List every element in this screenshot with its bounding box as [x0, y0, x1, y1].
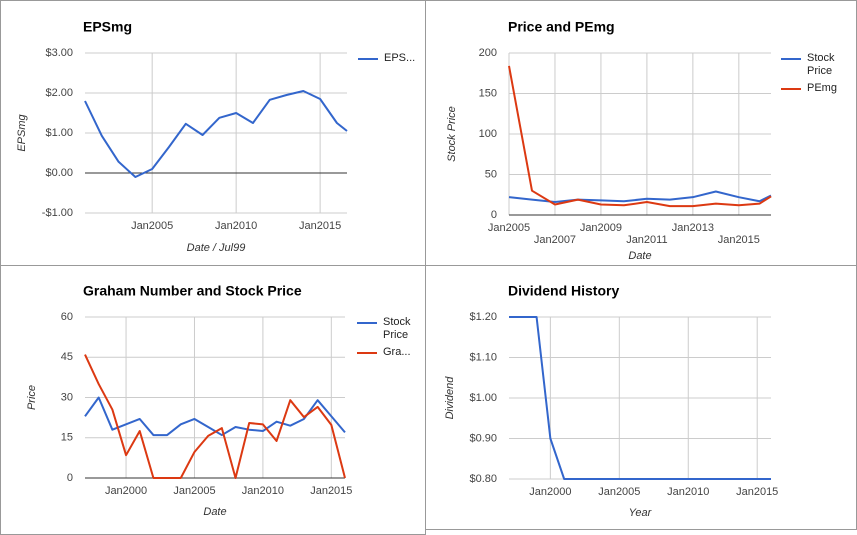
y-tick-label: $1.10 — [469, 351, 497, 363]
y-axis-label: Stock Price — [446, 106, 458, 162]
legend-label: Stock Price — [383, 316, 411, 341]
y-tick-label: $0.00 — [45, 167, 73, 179]
chart-panel: Price and PEmg 0 50 100 150 200 Jan2005 Jan2007… — [425, 0, 857, 266]
x-tick-label: Jan2015 — [718, 234, 760, 246]
x-axis-label: Year — [629, 507, 653, 519]
x-tick-label: Jan2009 — [580, 222, 622, 234]
series-line — [84, 354, 346, 479]
x-tick-label: Jan2005 — [131, 220, 173, 232]
x-tick-label: Jan2010 — [215, 220, 257, 232]
y-tick-label: $2.00 — [45, 87, 73, 99]
x-tick-label: Jan2011 — [626, 234, 667, 246]
series-line — [84, 90, 348, 178]
legend-swatch — [358, 58, 378, 60]
legend-label: EPS... — [384, 52, 416, 64]
chart-title: EPSmg — [83, 19, 132, 35]
x-tick-label: Jan2005 — [173, 485, 215, 497]
y-tick-label: 0 — [67, 472, 73, 484]
series-line — [508, 190, 772, 204]
x-tick-label: Jan2010 — [667, 486, 709, 498]
chart-panel: Graham Number and Stock Price 0 15 30 45 60 Ja… — [0, 265, 426, 535]
chart-title: Graham Number and Stock Price — [83, 283, 302, 299]
legend: Stock Price Gra... — [357, 316, 431, 363]
legend-item: PEmg — [781, 82, 855, 95]
x-axis-label: Date — [203, 506, 226, 518]
x-tick-label: Jan2000 — [105, 485, 147, 497]
x-tick-label: Jan2015 — [736, 486, 778, 498]
x-tick-label: Jan2010 — [242, 485, 284, 497]
legend-swatch — [357, 352, 377, 354]
legend-label: Gra... — [383, 346, 411, 358]
y-tick-label: -$1.00 — [42, 207, 73, 219]
y-tick-label: $1.20 — [469, 311, 497, 323]
legend-item: Stock Price — [357, 316, 431, 342]
legend-swatch — [781, 88, 801, 90]
x-tick-label: Jan2015 — [299, 220, 341, 232]
y-axis-label: EPSmg — [16, 113, 28, 151]
y-tick-label: 30 — [61, 391, 73, 403]
x-tick-label: Jan2005 — [488, 222, 530, 234]
y-axis-label: Dividend — [444, 376, 456, 420]
y-tick-label: 0 — [491, 209, 497, 221]
chart-title: Dividend History — [508, 283, 619, 299]
x-tick-label: Jan2013 — [672, 222, 714, 234]
y-tick-label: $1.00 — [45, 127, 73, 139]
chart-panel: Dividend History $0.80 $0.90 $1.00 $1.10 $1.2… — [425, 265, 857, 530]
legend-swatch — [357, 322, 377, 324]
y-tick-label: 200 — [479, 47, 497, 59]
x-axis-label: Date — [628, 250, 651, 262]
y-tick-label: $0.90 — [469, 432, 497, 444]
x-axis-label: Date / Jul99 — [187, 242, 246, 254]
legend-label: PEmg — [807, 82, 837, 94]
y-axis-label: Price — [26, 385, 38, 410]
x-tick-label: Jan2005 — [598, 486, 640, 498]
y-tick-label: 50 — [485, 168, 497, 180]
legend-item: EPS... — [358, 52, 432, 65]
x-tick-label: Jan2015 — [310, 485, 352, 497]
x-tick-label: Jan2000 — [529, 486, 571, 498]
legend: Stock Price PEmg — [781, 52, 855, 99]
legend-item: Gra... — [357, 346, 431, 359]
legend-swatch — [781, 58, 801, 60]
series-line — [509, 316, 771, 480]
y-tick-label: 60 — [61, 311, 73, 323]
y-tick-label: 45 — [61, 351, 73, 363]
y-tick-label: $1.00 — [469, 392, 497, 404]
legend-item: Stock Price — [781, 52, 855, 78]
y-tick-label: $0.80 — [469, 473, 497, 485]
series-line — [508, 65, 772, 208]
x-tick-label: Jan2007 — [534, 234, 576, 246]
y-tick-label: 100 — [479, 128, 497, 140]
chart-panel: EPSmg -$1.00 $0.00 $1.00 $2.00 $3.00 Jan2005 Ja… — [0, 0, 426, 266]
legend-label: Stock Price — [807, 52, 835, 77]
legend: EPS... — [358, 52, 432, 69]
y-tick-label: 150 — [479, 87, 497, 99]
y-tick-label: 15 — [61, 432, 73, 444]
chart-title: Price and PEmg — [508, 19, 615, 35]
y-tick-label: $3.00 — [45, 47, 73, 59]
